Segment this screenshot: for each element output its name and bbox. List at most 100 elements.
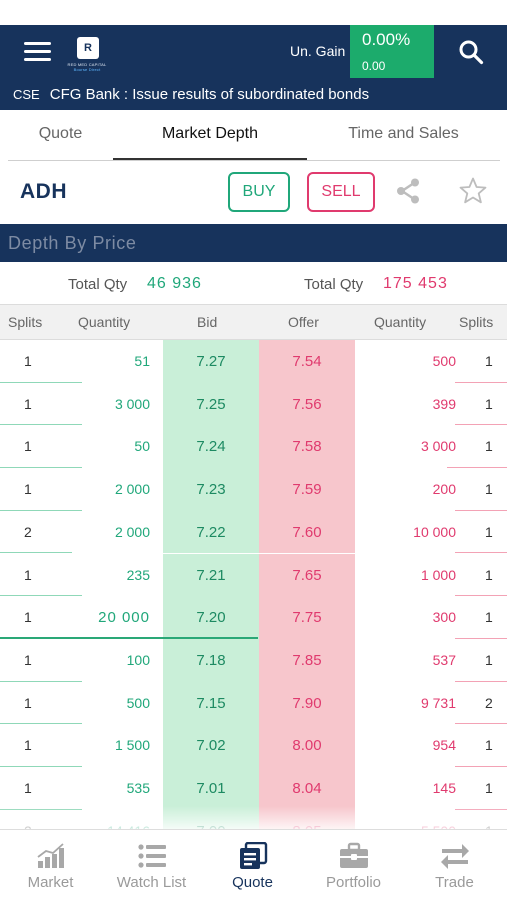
app-header: R RED MED CAPITAL Bourse Direct Un. Gain… (0, 25, 507, 110)
offer-price[interactable]: 7.56 (292, 395, 322, 413)
tab-time-and-sales[interactable]: Time and Sales (348, 125, 459, 142)
ask-quantity: 1 000 (420, 566, 456, 583)
bid-quantity: 235 (126, 566, 150, 583)
ask-splits: 1 (485, 737, 493, 754)
depth-row[interactable]: 1 2 000 7.23 7.59 200 1 (0, 468, 507, 511)
bid-cell-bg (163, 638, 259, 682)
bid-price[interactable]: 7.25 (196, 395, 226, 413)
offer-price[interactable]: 7.65 (292, 566, 322, 584)
bid-splits: 1 (24, 780, 32, 796)
bid-depth-line (0, 424, 82, 426)
star-icon[interactable] (458, 176, 488, 206)
hamburger-menu-icon[interactable] (24, 42, 51, 62)
nav-portfolio-label: Portfolio (325, 874, 382, 891)
bid-price[interactable]: 7.18 (196, 651, 226, 669)
depth-row[interactable]: 1 20 000 7.20 7.75 300 1 (0, 596, 507, 639)
share-icon[interactable] (394, 177, 422, 205)
depth-row[interactable]: 2 2 000 7.22 7.60 10 000 1 (0, 510, 507, 554)
ask-quantity: 537 (432, 651, 456, 668)
buy-button[interactable]: BUY (228, 172, 290, 212)
ask-depth-line (455, 637, 507, 639)
offer-price[interactable]: 7.75 (292, 609, 322, 627)
search-icon[interactable] (458, 39, 484, 65)
bid-splits: 1 (24, 694, 32, 711)
bid-price[interactable]: 7.24 (196, 438, 226, 456)
ask-quantity: 300 (432, 609, 456, 626)
bid-cell-bg (163, 382, 259, 426)
bottom-navigation: Market Watch List Quote Portfolio (0, 829, 507, 900)
ask-splits: 1 (485, 395, 493, 412)
nav-watch-list[interactable]: Watch List (101, 830, 202, 900)
bid-splits: 1 (24, 353, 32, 369)
bid-splits: 1 (24, 737, 32, 754)
offer-cell-bg (259, 596, 355, 639)
depth-row[interactable]: 1 50 7.24 7.58 3 000 1 (0, 425, 507, 469)
scroll-fade (0, 806, 507, 830)
depth-row[interactable]: 1 235 7.21 7.65 1 000 1 (0, 553, 507, 597)
ask-depth-line (455, 723, 507, 725)
bid-cell-bg (163, 724, 259, 767)
bid-quantity: 2 000 (114, 523, 150, 540)
offer-price[interactable]: 7.59 (292, 481, 322, 499)
offer-cell-bg (259, 425, 355, 469)
instrument-symbol: ADH (20, 180, 67, 203)
bid-price[interactable]: 7.27 (196, 353, 226, 370)
bid-price[interactable]: 7.02 (196, 737, 226, 755)
nav-trade-label: Trade (435, 874, 474, 891)
offer-price[interactable]: 7.60 (292, 523, 322, 541)
ask-quantity: 200 (432, 481, 456, 498)
ask-depth-line (455, 595, 507, 597)
depth-row[interactable]: 1 535 7.01 8.04 145 1 (0, 767, 507, 810)
tab-quote[interactable]: Quote (38, 125, 83, 142)
offer-price[interactable]: 8.04 (292, 780, 322, 797)
list-icon (138, 844, 166, 868)
news-source: CSE (13, 87, 40, 102)
ask-depth-line (455, 680, 507, 682)
nav-quote[interactable]: Quote (202, 830, 303, 900)
offer-price[interactable]: 7.58 (292, 438, 322, 456)
bid-cell-bg (163, 596, 259, 639)
ask-depth-line (455, 509, 507, 511)
offer-price[interactable]: 7.54 (292, 353, 322, 370)
ask-splits: 1 (485, 566, 493, 583)
quote-cards-icon (240, 842, 268, 869)
ask-depth-line (455, 424, 507, 426)
offer-price[interactable]: 8.00 (292, 737, 322, 755)
bid-depth-line (0, 467, 82, 469)
offer-price[interactable]: 7.85 (292, 651, 322, 669)
depth-row[interactable]: 1 1 500 7.02 8.00 954 1 (0, 724, 507, 767)
nav-market[interactable]: Market (0, 830, 101, 900)
bid-cell-bg (163, 510, 259, 554)
nav-trade[interactable]: Trade (404, 830, 505, 900)
bid-price[interactable]: 7.22 (196, 523, 226, 541)
ask-depth-line (455, 552, 507, 554)
bid-price[interactable]: 7.23 (196, 481, 226, 499)
bid-splits: 2 (24, 523, 32, 540)
depth-row[interactable]: 1 500 7.15 7.90 9 731 2 (0, 681, 507, 725)
bid-depth-line (0, 680, 82, 682)
nav-quote-label: Quote (232, 874, 273, 891)
unrealized-gain-value: 0.00 (362, 59, 386, 73)
tab-market-depth[interactable]: Market Depth (161, 125, 259, 142)
depth-row[interactable]: 1 51 7.27 7.54 500 1 (0, 340, 507, 383)
bid-depth-line (0, 765, 82, 767)
bid-price[interactable]: 7.20 (196, 609, 226, 627)
news-ticker[interactable]: CSE CFG Bank : Issue results of subordina… (13, 86, 369, 103)
offer-cell-bg (259, 767, 355, 810)
col-bid: Bid (197, 314, 218, 330)
ask-quantity: 399 (432, 395, 456, 412)
bid-price[interactable]: 7.21 (196, 566, 226, 584)
bid-price[interactable]: 7.15 (196, 694, 226, 712)
ask-depth-line (447, 467, 507, 469)
bid-cell-bg (163, 468, 259, 511)
bid-splits: 1 (24, 609, 32, 626)
bid-price[interactable]: 7.01 (196, 780, 226, 797)
depth-row[interactable]: 1 100 7.18 7.85 537 1 (0, 638, 507, 682)
sell-button[interactable]: SELL (307, 172, 375, 212)
offer-price[interactable]: 7.90 (292, 694, 322, 712)
depth-row[interactable]: 1 3 000 7.25 7.56 399 1 (0, 382, 507, 426)
unrealized-gain-badge[interactable]: 0.00% 0.00 (350, 25, 434, 78)
depth-table[interactable]: 1 51 7.27 7.54 500 1 1 3 000 7.25 7.56 399 1 1 50 7.24… (0, 340, 507, 829)
bid-cell-bg (163, 767, 259, 810)
nav-portfolio[interactable]: Portfolio (303, 830, 404, 900)
